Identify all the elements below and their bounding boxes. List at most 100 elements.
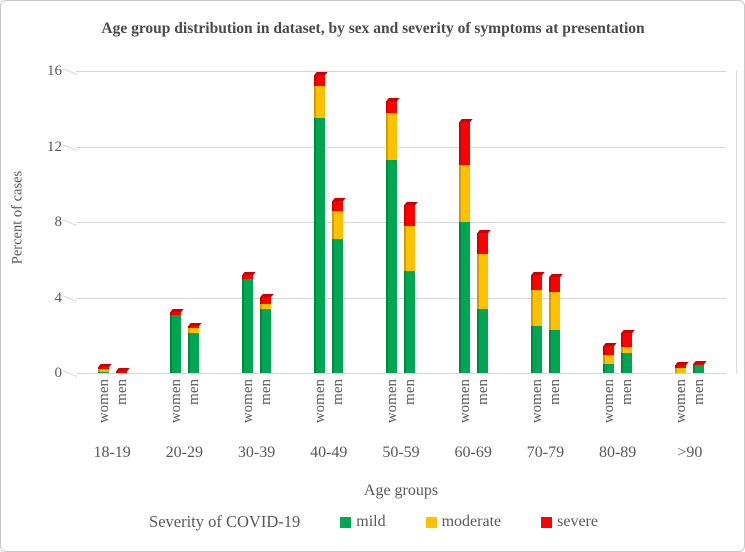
bar-top-face xyxy=(621,330,635,334)
bar-men xyxy=(548,273,563,373)
bar-top-face xyxy=(170,308,184,312)
bar-top-face xyxy=(332,198,346,202)
legend-label: severe xyxy=(557,513,598,530)
y-gridline xyxy=(62,370,726,377)
y-gridline xyxy=(62,68,726,75)
bar-group xyxy=(437,71,509,373)
bar-group xyxy=(76,71,148,373)
bar-top-face xyxy=(459,118,473,122)
bar-segment-severe xyxy=(621,333,633,347)
bar-top-face xyxy=(549,273,563,277)
sex-label-cell: women men xyxy=(293,379,365,423)
bar-top-face xyxy=(97,364,112,368)
category-label: 30-39 xyxy=(237,444,276,461)
x-axis-label: Age groups xyxy=(363,482,439,499)
chart-title: Age group distribution in dataset, by se… xyxy=(101,20,645,37)
bar-men xyxy=(404,202,419,373)
bar-segment-moderate xyxy=(386,112,398,160)
bar-segment-severe xyxy=(548,276,560,292)
bar-men xyxy=(476,230,491,373)
bar-group xyxy=(365,71,437,373)
bar-segment-mild xyxy=(386,159,398,373)
bar-women xyxy=(169,308,184,373)
bar-segment-severe xyxy=(242,274,254,279)
bar-women xyxy=(386,98,401,373)
bar-segment-severe xyxy=(332,201,344,211)
bar-sex-label: women xyxy=(240,379,257,424)
bar-sex-label: men xyxy=(330,379,347,405)
bar-sex-label: men xyxy=(546,379,563,405)
category-label: 18-19 xyxy=(93,444,131,461)
bar-group xyxy=(220,71,292,373)
sex-label-cell: women men xyxy=(148,379,220,423)
bar-women xyxy=(603,342,617,373)
bar-segment-moderate xyxy=(314,86,326,119)
bar-segment-moderate xyxy=(675,368,687,373)
y-gridline xyxy=(62,294,726,302)
bar-women xyxy=(530,271,545,373)
category-label: >90 xyxy=(677,444,703,461)
bar-segment-severe xyxy=(603,345,615,356)
legend-swatch-mild xyxy=(340,516,352,528)
category-label: 40-49 xyxy=(310,444,348,461)
bar-men xyxy=(693,360,708,373)
bar-segment-mild xyxy=(458,222,470,373)
bar-sex-label: women xyxy=(167,379,184,424)
legend: Severity of COVID-19 mild moderate severe xyxy=(1,512,744,532)
bar-women xyxy=(97,364,112,373)
bar-segment-moderate xyxy=(458,165,470,222)
bar-segment-severe xyxy=(476,233,488,255)
sex-label-cell: women men xyxy=(437,379,509,423)
bar-group xyxy=(582,71,654,373)
legend-swatch-severe xyxy=(541,516,553,528)
bar-segment-mild xyxy=(476,308,488,373)
bar-segment-mild xyxy=(621,353,633,373)
category-label: 70-79 xyxy=(526,444,565,461)
legend-item-moderate: moderate xyxy=(425,513,501,531)
sex-label-cell: women men xyxy=(76,379,148,423)
y-tick-label: 16 xyxy=(47,63,62,79)
bar-segment-severe xyxy=(314,74,326,87)
y-tick-label: 4 xyxy=(54,289,63,306)
bar-sex-label: women xyxy=(528,379,545,424)
sex-label-cell: women men xyxy=(509,379,581,423)
y-tick-label: 12 xyxy=(47,138,62,155)
bar-segment-mild xyxy=(314,118,326,373)
y-tick-label: 8 xyxy=(54,214,63,230)
bar-women xyxy=(675,361,690,373)
y-gridline xyxy=(62,143,726,151)
legend-title: Severity of COVID-19 xyxy=(149,512,301,531)
bar-sex-label: men xyxy=(113,379,130,405)
bar-segment-moderate xyxy=(332,210,344,239)
sex-label-cell: women men xyxy=(654,379,726,423)
y-gridline xyxy=(62,219,726,226)
bar-women xyxy=(458,118,473,373)
bar-segment-mild xyxy=(260,308,272,373)
plot-right-wall xyxy=(736,71,737,374)
bar-group xyxy=(654,71,726,373)
bar-sex-label: women xyxy=(384,379,401,424)
bar-top-face xyxy=(260,293,274,297)
bar-top-face xyxy=(603,342,617,346)
bar-segment-moderate xyxy=(404,225,416,272)
legend-swatch-moderate xyxy=(425,516,437,528)
legend-item-severe: severe xyxy=(541,513,598,531)
bar-segment-moderate xyxy=(548,291,560,330)
bar-sex-label: men xyxy=(402,379,419,405)
sex-label-cell: women men xyxy=(220,379,292,423)
bar-top-face xyxy=(404,202,419,206)
bar-sex-label: men xyxy=(258,379,275,405)
bar-segment-moderate xyxy=(187,327,199,334)
sex-label-row: women men women men women men women men women men… xyxy=(76,379,726,423)
bar-sex-label: women xyxy=(95,379,112,424)
bar-segment-severe xyxy=(97,367,109,370)
bar-top-face xyxy=(386,98,401,102)
legend-label: mild xyxy=(356,513,386,530)
bar-men xyxy=(260,293,274,373)
bar-women xyxy=(242,271,256,373)
category-label-row: 18-19 20-29 30-39 40-49 50-59 60-69 70-79 80-89… xyxy=(76,444,726,462)
bar-sex-label: men xyxy=(474,379,491,405)
bar-segment-mild xyxy=(530,325,542,373)
bar-segment-moderate xyxy=(97,369,109,373)
bar-top-face xyxy=(675,361,690,365)
